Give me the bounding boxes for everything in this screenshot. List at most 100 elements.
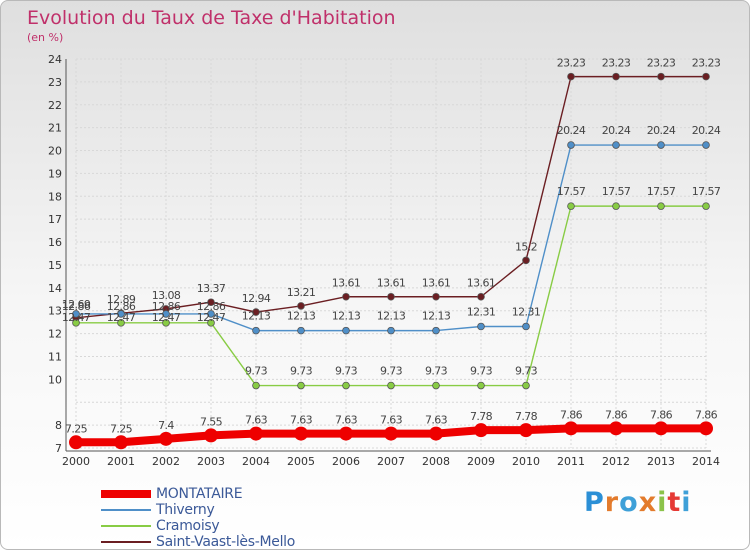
- data-point-2: [207, 319, 215, 327]
- data-point-1: [117, 310, 125, 318]
- chart-subtitle: (en %): [27, 31, 64, 44]
- data-point-1: [72, 310, 80, 318]
- data-label-2: 9.73: [290, 365, 313, 378]
- x-tick-label: 2002: [152, 455, 180, 468]
- data-point-2: [117, 319, 125, 327]
- data-label-0: 7.86: [650, 408, 673, 421]
- x-tick-label: 2003: [197, 455, 225, 468]
- data-label-0: 7.25: [65, 422, 88, 435]
- data-label-1: 12.86: [107, 300, 136, 313]
- legend-swatch-saint-vaast: [101, 541, 151, 543]
- data-point-1: [567, 141, 575, 149]
- data-point-3: [702, 72, 710, 81]
- data-label-2: 9.73: [425, 365, 448, 378]
- data-label-0: 7.55: [200, 415, 223, 428]
- data-label-0: 7.86: [560, 408, 583, 421]
- data-point-2: [567, 202, 575, 210]
- data-label-1: 12.86: [152, 300, 181, 313]
- data-label-1: 12.13: [332, 310, 361, 323]
- data-point-0: [204, 428, 218, 443]
- y-tick-label: 8: [55, 419, 62, 432]
- data-point-0: [609, 421, 623, 436]
- data-point-0: [474, 423, 488, 438]
- data-label-1: 12.13: [242, 310, 271, 323]
- data-point-3: [387, 292, 395, 301]
- x-tick-label: 2006: [332, 455, 360, 468]
- data-point-3: [252, 308, 260, 316]
- y-tick-label: 19: [48, 167, 62, 180]
- data-label-0: 7.63: [245, 414, 268, 427]
- data-label-3: 13.61: [332, 277, 361, 290]
- data-point-2: [72, 319, 80, 327]
- data-label-3: 23.23: [602, 57, 631, 70]
- data-label-0: 7.78: [515, 410, 538, 423]
- data-point-2: [657, 202, 665, 210]
- x-tick-label: 2014: [692, 455, 720, 468]
- data-point-2: [162, 319, 170, 327]
- chart-title: Evolution du Taux de Taxe d'Habitation: [27, 7, 396, 29]
- data-point-0: [654, 421, 668, 436]
- data-point-3: [477, 292, 485, 301]
- data-point-2: [477, 381, 485, 390]
- y-tick-label: 24: [48, 53, 62, 66]
- data-point-3: [522, 256, 530, 265]
- legend-swatch-cramoisy: [101, 525, 151, 527]
- data-point-0: [564, 421, 578, 436]
- data-point-2: [432, 381, 440, 390]
- data-point-3: [612, 72, 620, 81]
- data-label-2: 9.73: [380, 365, 403, 378]
- data-point-3: [567, 72, 575, 81]
- legend-swatch-montataire: [101, 490, 151, 498]
- data-point-2: [522, 381, 530, 390]
- data-point-3: [342, 292, 350, 301]
- data-label-3: 12.89: [107, 293, 136, 306]
- data-point-1: [297, 326, 305, 335]
- y-tick-label: 13: [48, 305, 62, 318]
- data-label-3: 13.21: [287, 286, 316, 299]
- y-tick-label: 10: [48, 373, 62, 386]
- data-label-2: 9.73: [335, 365, 358, 378]
- y-tick-label: 17: [48, 213, 62, 226]
- data-point-0: [384, 426, 398, 441]
- data-point-3: [207, 298, 215, 307]
- data-point-2: [297, 381, 305, 390]
- data-label-2: 17.57: [557, 185, 586, 198]
- data-point-1: [612, 141, 620, 149]
- data-label-1: 12.13: [377, 310, 406, 323]
- y-tick-label: 18: [48, 190, 62, 203]
- data-label-2: 9.73: [515, 365, 538, 378]
- x-tick-label: 2012: [602, 455, 630, 468]
- x-tick-label: 2009: [467, 455, 495, 468]
- data-label-3: 13.08: [152, 289, 181, 302]
- legend-label-saint-vaast: Saint-Vaast-lès-Mello: [156, 534, 296, 550]
- data-label-0: 7.86: [605, 408, 628, 421]
- data-point-2: [702, 202, 710, 210]
- data-label-2: 12.47: [152, 311, 181, 324]
- y-tick-label: 23: [48, 76, 62, 89]
- data-point-1: [657, 141, 665, 149]
- data-label-3: 23.23: [692, 57, 721, 70]
- data-label-0: 7.86: [695, 408, 718, 421]
- data-label-1: 20.24: [557, 124, 586, 137]
- data-label-1: 12.13: [422, 310, 451, 323]
- y-tick-label: 22: [48, 99, 62, 112]
- data-point-0: [519, 423, 533, 438]
- data-point-2: [612, 202, 620, 210]
- legend-label-cramoisy: Cramoisy: [156, 518, 220, 534]
- data-label-2: 17.57: [647, 185, 676, 198]
- data-label-2: 9.73: [245, 365, 268, 378]
- data-label-3: 13.37: [197, 282, 226, 295]
- data-label-1: 20.24: [647, 124, 676, 137]
- data-point-2: [387, 381, 395, 390]
- data-label-1: 12.31: [512, 305, 541, 318]
- data-point-3: [432, 292, 440, 301]
- x-tick-label: 2004: [242, 455, 270, 468]
- y-tick-label: 20: [48, 145, 62, 158]
- data-point-1: [342, 326, 350, 335]
- data-point-0: [429, 426, 443, 441]
- data-point-3: [297, 302, 305, 310]
- x-tick-label: 2011: [557, 455, 585, 468]
- data-label-2: 9.73: [470, 365, 493, 378]
